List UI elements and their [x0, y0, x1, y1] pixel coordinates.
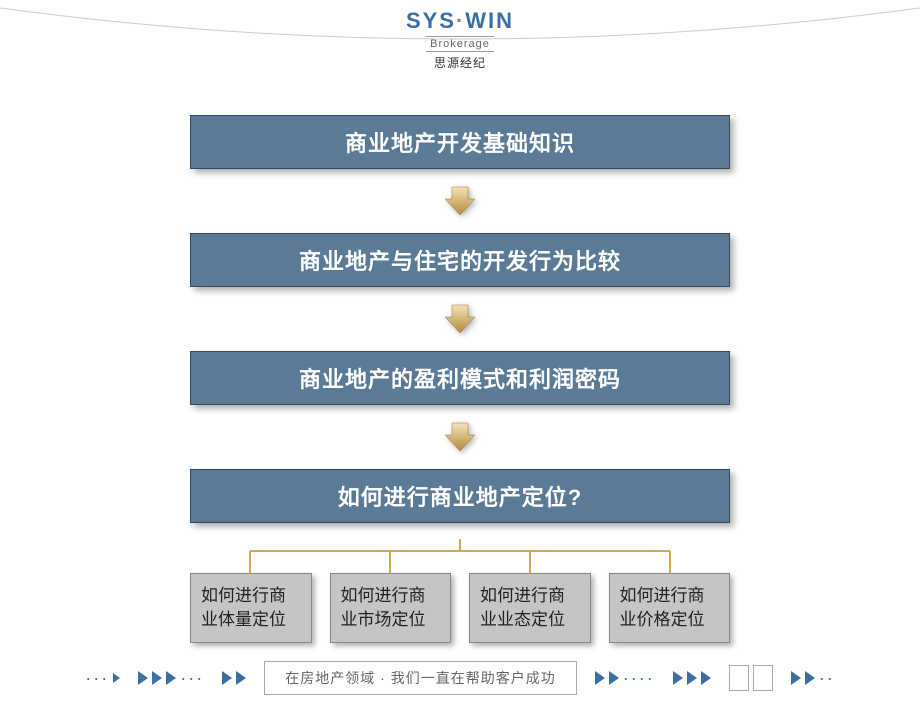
- nav-triangle-icon[interactable]: [236, 671, 246, 685]
- flowchart-container: 商业地产开发基础知识 商业地产与住宅的开发行为比较 商业地产的盈利模式和利润密码…: [190, 115, 730, 643]
- arrow-down-icon: [443, 185, 477, 217]
- flow-box-4: 如何进行商业地产定位?: [190, 469, 730, 523]
- flow-box-1: 商业地产开发基础知识: [190, 115, 730, 169]
- footer-nav-bar: ··· ··· 在房地产领域 · 我们一直在帮助客户成功 ···· ··: [0, 661, 920, 695]
- empty-box-icon[interactable]: [729, 665, 749, 691]
- footer-tagline: 在房地产领域 · 我们一直在帮助客户成功: [264, 661, 576, 695]
- nav-triangle-icon[interactable]: [791, 671, 801, 685]
- nav-triangle-icon[interactable]: [673, 671, 683, 685]
- nav-dots-icon: ···: [85, 668, 109, 689]
- nav-triangle-icon[interactable]: [222, 671, 232, 685]
- logo-subtitle-en: Brokerage: [426, 36, 494, 52]
- branch-area: 如何进行商业体量定位 如何进行商业市场定位 如何进行商业业态定位 如何进行商业价…: [190, 539, 730, 643]
- nav-dots-icon: ··: [819, 668, 835, 689]
- sub-box-3: 如何进行商业业态定位: [469, 573, 591, 643]
- logo-text-right: WIN: [465, 8, 514, 33]
- footer-nav-group: [673, 671, 711, 685]
- nav-dots-icon: ···: [180, 668, 204, 689]
- flow-box-3: 商业地产的盈利模式和利润密码: [190, 351, 730, 405]
- footer-empty-boxes: [729, 665, 773, 691]
- nav-triangle-icon[interactable]: [609, 671, 619, 685]
- footer-nav-right: ··: [791, 668, 835, 689]
- nav-triangle-icon[interactable]: [113, 673, 120, 683]
- nav-triangle-icon[interactable]: [138, 671, 148, 685]
- sub-box-4: 如何进行商业价格定位: [609, 573, 731, 643]
- nav-triangle-icon[interactable]: [805, 671, 815, 685]
- footer-nav-group: ····: [595, 668, 655, 689]
- footer-nav-left: ···: [85, 668, 120, 689]
- sub-box-2: 如何进行商业市场定位: [330, 573, 452, 643]
- sub-box-1: 如何进行商业体量定位: [190, 573, 312, 643]
- header-logo-area: SYS·WIN Brokerage 思源经纪: [0, 0, 920, 71]
- logo-subtitle-cn: 思源经纪: [0, 54, 920, 71]
- nav-triangle-icon[interactable]: [152, 671, 162, 685]
- arrow-down-icon: [443, 421, 477, 453]
- footer-nav-group: [222, 671, 246, 685]
- logo-text-left: SYS: [406, 8, 456, 33]
- empty-box-icon[interactable]: [753, 665, 773, 691]
- nav-triangle-icon[interactable]: [166, 671, 176, 685]
- logo-main: SYS·WIN: [0, 8, 920, 34]
- nav-triangle-icon[interactable]: [687, 671, 697, 685]
- branch-connector-lines: [190, 539, 730, 573]
- nav-dots-icon: ····: [623, 668, 655, 689]
- footer-nav-group: ···: [138, 668, 204, 689]
- nav-triangle-icon[interactable]: [701, 671, 711, 685]
- nav-triangle-icon[interactable]: [595, 671, 605, 685]
- flow-box-2: 商业地产与住宅的开发行为比较: [190, 233, 730, 287]
- sub-boxes-row: 如何进行商业体量定位 如何进行商业市场定位 如何进行商业业态定位 如何进行商业价…: [190, 573, 730, 643]
- logo-separator: ·: [456, 8, 465, 33]
- arrow-down-icon: [443, 303, 477, 335]
